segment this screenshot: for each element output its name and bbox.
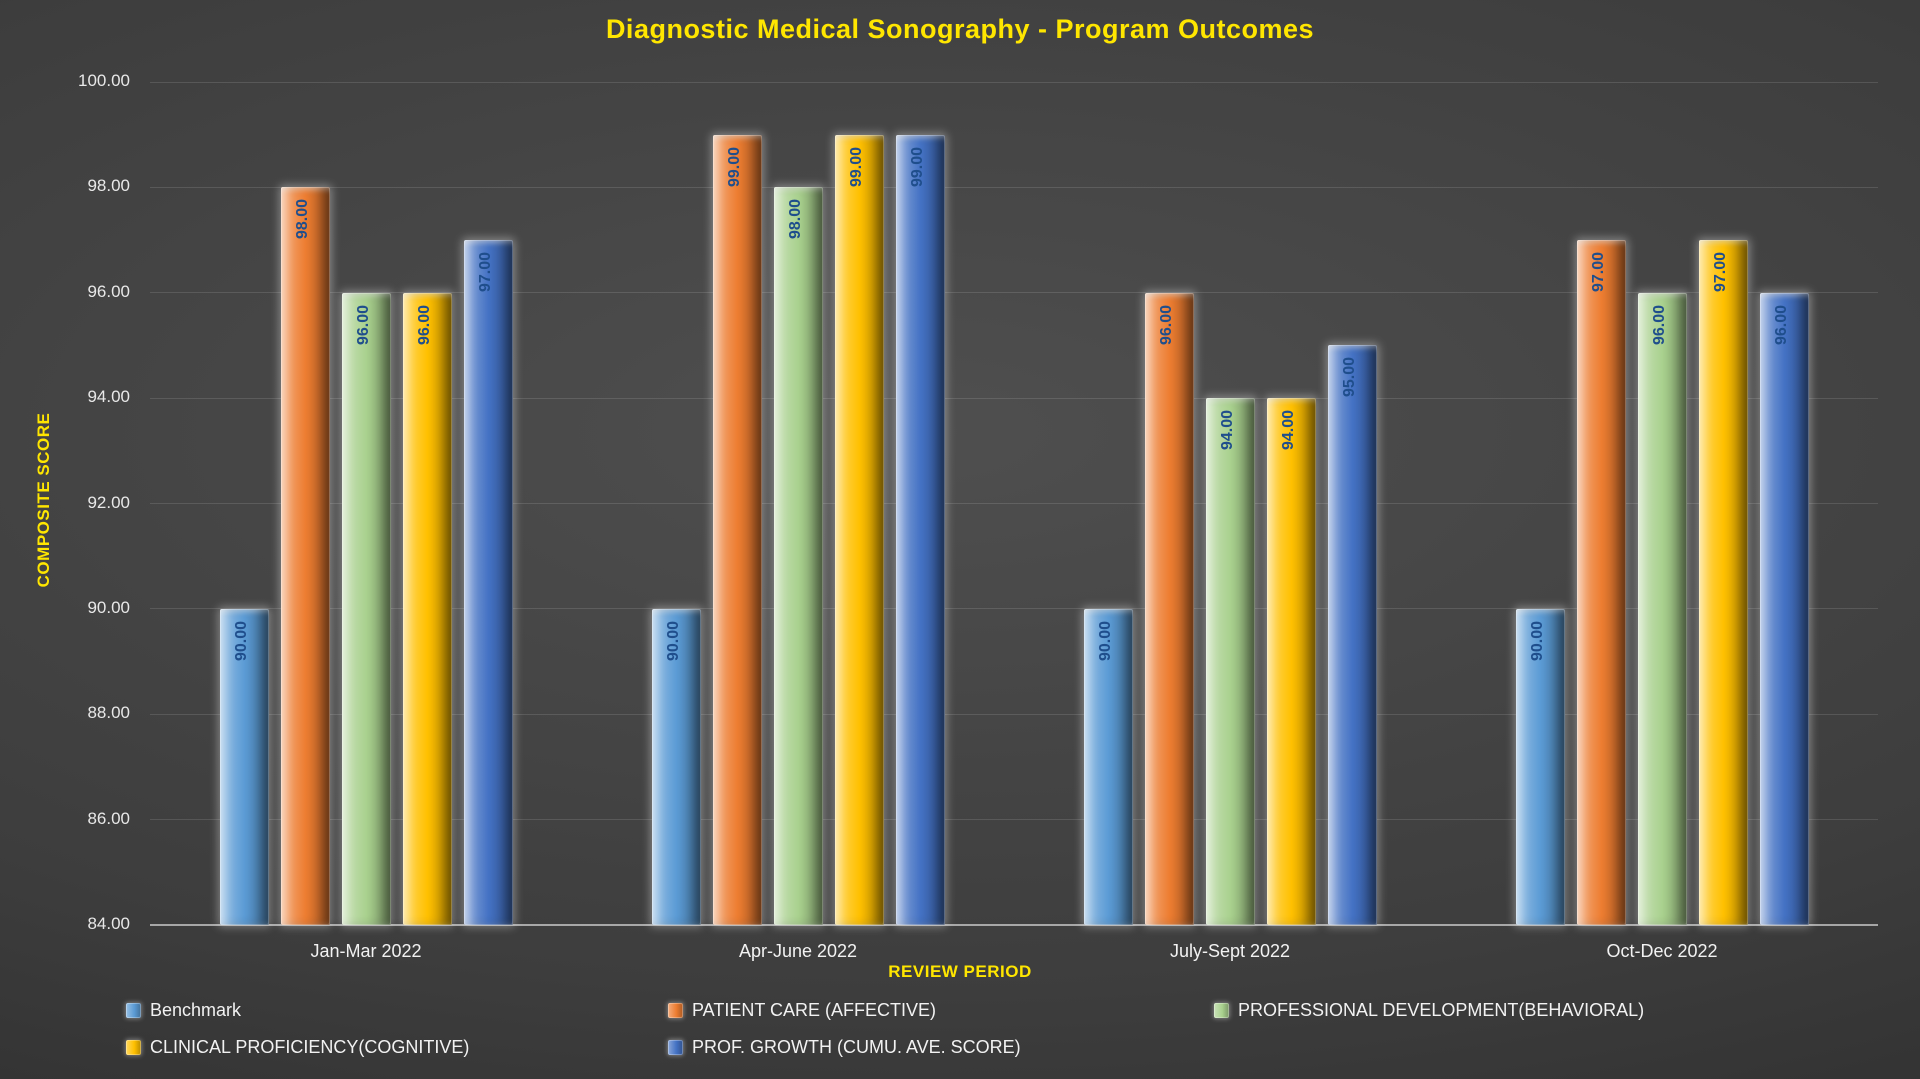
bar-value-label: 90.00 xyxy=(233,620,250,661)
y-tick-label: 100.00 xyxy=(78,71,130,90)
category-label: Jan-Mar 2022 xyxy=(310,941,422,961)
gridline xyxy=(150,819,1878,821)
gridline xyxy=(150,292,1878,294)
bar-value-label: 99.00 xyxy=(909,146,926,187)
bar: 94.00 xyxy=(1205,398,1255,925)
bar: 98.00 xyxy=(280,187,330,925)
gridline xyxy=(150,608,1878,610)
bar-value-label: 94.00 xyxy=(1280,410,1297,451)
bar: 96.00 xyxy=(402,292,452,925)
bar: 90.00 xyxy=(1083,608,1133,925)
bar: 90.00 xyxy=(651,608,701,925)
gridline xyxy=(150,503,1878,504)
gridline xyxy=(150,713,1878,715)
y-tick-label: 86.00 xyxy=(87,808,130,828)
legend-marker-icon xyxy=(126,1003,141,1018)
bar: 96.00 xyxy=(1144,292,1194,925)
legend-marker-icon xyxy=(126,1040,141,1055)
gridline xyxy=(150,397,1878,399)
bar: 99.00 xyxy=(712,134,762,925)
bar-value-label: 97.00 xyxy=(1712,252,1729,293)
bar-value-label: 90.00 xyxy=(1529,620,1546,661)
y-tick-label: 94.00 xyxy=(87,387,130,407)
bar-value-label: 90.00 xyxy=(1097,620,1114,661)
bar-value-label: 90.00 xyxy=(665,620,682,661)
y-tick-label: 96.00 xyxy=(87,281,130,301)
gridline xyxy=(150,81,1878,83)
legend-marker-icon xyxy=(668,1003,683,1018)
category-label: July-Sept 2022 xyxy=(1169,941,1291,961)
y-tick-label: 92.00 xyxy=(87,492,130,512)
chart-title: Diagnostic Medical Sonography - Program … xyxy=(605,14,1315,44)
bar: 94.00 xyxy=(1266,398,1316,925)
bar-value-label: 95.00 xyxy=(1341,357,1358,398)
bar: 95.00 xyxy=(1327,345,1377,925)
bar: 97.00 xyxy=(1698,240,1748,925)
y-tick-label: 98.00 xyxy=(87,176,130,196)
bar: 90.00 xyxy=(1515,608,1565,925)
legend-item: Benchmark xyxy=(126,1000,241,1021)
bar-value-label: 96.00 xyxy=(416,304,433,345)
y-tick-label: 90.00 xyxy=(87,597,130,617)
bar-value-label: 98.00 xyxy=(294,199,311,240)
legend-label: PROF. GROWTH (CUMU. AVE. SCORE) xyxy=(692,1037,1021,1057)
bar-value-label: 96.00 xyxy=(1651,304,1668,345)
bar: 96.00 xyxy=(341,292,391,925)
bar: 96.00 xyxy=(1637,292,1687,925)
y-tick-label: 84.00 xyxy=(87,914,130,933)
bar-value-label: 98.00 xyxy=(787,199,804,240)
category-label: Apr-June 2022 xyxy=(738,941,858,961)
legend-marker-icon xyxy=(1214,1003,1229,1018)
y-tick-label: 88.00 xyxy=(87,703,130,723)
bar-value-label: 99.00 xyxy=(726,146,743,187)
bar: 97.00 xyxy=(463,240,513,925)
bar-value-label: 97.00 xyxy=(1590,252,1607,293)
legend-item: PATIENT CARE (AFFECTIVE) xyxy=(668,1000,936,1021)
bar-value-label: 99.00 xyxy=(848,146,865,187)
x-axis-line xyxy=(150,924,1878,926)
bar-value-label: 96.00 xyxy=(1773,304,1790,345)
legend-marker-icon xyxy=(668,1040,683,1055)
bar-value-label: 94.00 xyxy=(1219,410,1236,451)
bar: 96.00 xyxy=(1759,292,1809,925)
gridline xyxy=(150,186,1878,188)
bar-value-label: 96.00 xyxy=(355,304,372,345)
legend-label: Benchmark xyxy=(150,1000,242,1020)
bar-value-label: 97.00 xyxy=(477,252,494,293)
legend-label: PROFESSIONAL DEVELOPMENT(BEHAVIORAL) xyxy=(1238,1000,1645,1020)
bar: 98.00 xyxy=(773,187,823,925)
legend-label: CLINICAL PROFICIENCY(COGNITIVE) xyxy=(150,1037,470,1057)
bar: 97.00 xyxy=(1576,240,1626,925)
legend-item: PROFESSIONAL DEVELOPMENT(BEHAVIORAL) xyxy=(1214,1000,1644,1021)
legend-label: PATIENT CARE (AFFECTIVE) xyxy=(692,1000,937,1020)
bar: 99.00 xyxy=(895,134,945,925)
category-label: Oct-Dec 2022 xyxy=(1606,941,1718,961)
x-axis-title: REVIEW PERIOD xyxy=(888,962,1032,981)
bar-value-label: 96.00 xyxy=(1158,304,1175,345)
legend-item: CLINICAL PROFICIENCY(COGNITIVE) xyxy=(126,1037,469,1058)
bar: 99.00 xyxy=(834,134,884,925)
legend-item: PROF. GROWTH (CUMU. AVE. SCORE) xyxy=(668,1037,1021,1058)
bar: 90.00 xyxy=(219,608,269,925)
